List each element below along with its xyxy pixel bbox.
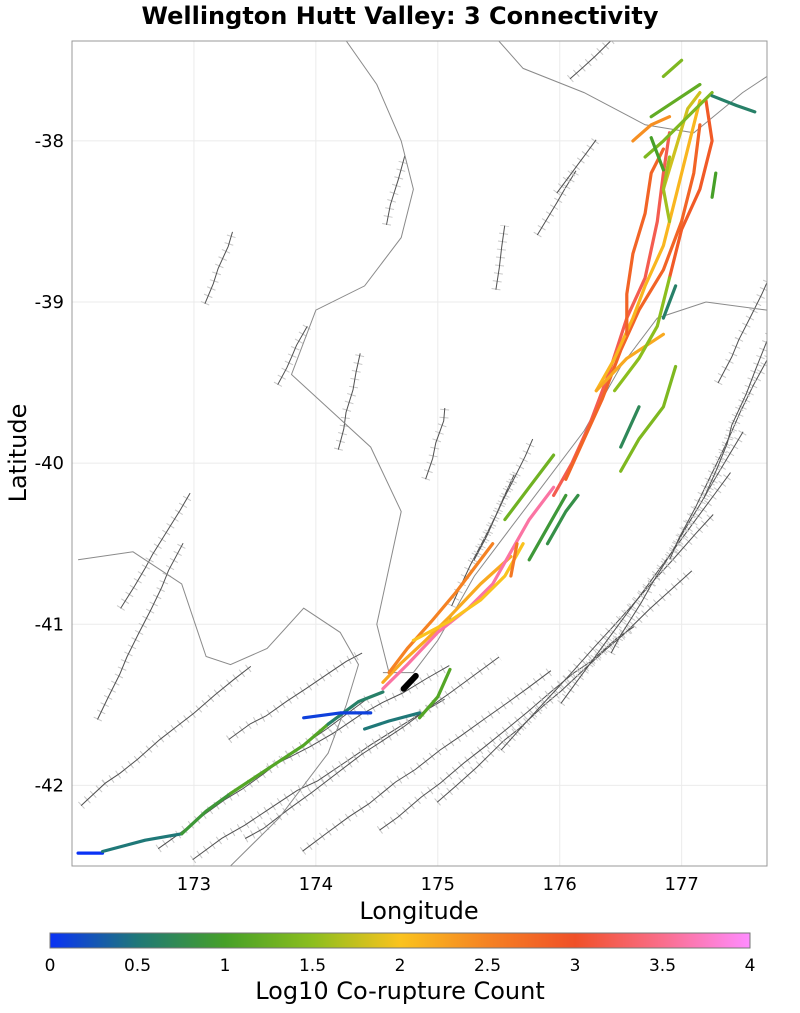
fault-trace	[569, 41, 612, 80]
fault-trace	[337, 353, 361, 450]
colorbar-tick-label: 2.5	[474, 956, 501, 976]
rupture-section	[619, 364, 678, 473]
fault-trace	[97, 542, 184, 720]
fault-trace	[80, 666, 252, 806]
colorbar-tick-label: 0	[45, 956, 56, 976]
rupture-section	[545, 493, 580, 546]
colorbar-tick-label: 0.5	[124, 956, 151, 976]
rupture-sections	[76, 58, 757, 855]
coastline-segment	[498, 41, 767, 134]
fault-trace	[228, 652, 363, 740]
rupture-section	[661, 155, 672, 224]
y-tick-label: -39	[35, 292, 64, 313]
fault-trace	[536, 170, 577, 236]
colorbar-tick-label: 1.5	[299, 956, 326, 976]
coastline-segment	[382, 301, 767, 674]
rupture-section	[710, 94, 757, 114]
chart-title: Wellington Hutt Valley: 3 Connectivity	[141, 2, 658, 30]
x-tick-label: 176	[543, 874, 577, 895]
rupture-section	[625, 147, 665, 336]
fault-subsection-outline	[226, 649, 365, 744]
rupture-section	[619, 405, 641, 449]
colorbar-ticks: 0 0.5 1 1.5 2 2.5 3 3.5 4	[45, 956, 756, 976]
y-tick-label: -42	[35, 775, 64, 796]
colorbar-label: Log10 Co-rupture Count	[255, 977, 545, 1005]
fault-trace	[556, 139, 597, 194]
fault-trace	[500, 514, 714, 751]
x-tick-label: 173	[177, 874, 211, 895]
rupture-section	[381, 555, 513, 684]
colorbar-tick-label: 1	[220, 956, 231, 976]
plot-frame	[71, 40, 768, 867]
rupture-section	[387, 542, 495, 675]
rupture-section	[613, 276, 672, 393]
rupture-section	[326, 690, 385, 726]
x-tick-label: 174	[299, 874, 333, 895]
rupture-section	[661, 91, 702, 191]
rupture-section	[302, 711, 373, 720]
y-axis-ticks: -38 -39 -40 -41 -42	[35, 131, 64, 797]
rupture-section	[594, 332, 665, 393]
y-tick-label: -40	[35, 453, 64, 474]
rupture-section	[552, 131, 672, 497]
fault-subsection-outline	[78, 662, 254, 809]
colorbar-tick-label: 3.5	[649, 956, 676, 976]
rupture-section	[710, 171, 718, 199]
rupture-section	[667, 99, 714, 280]
fault-trace	[204, 231, 233, 304]
fault-trace	[120, 492, 191, 609]
colorbar-tick-label: 3	[570, 956, 581, 976]
colorbar	[49, 932, 751, 949]
rupture-section	[649, 82, 702, 119]
rupture-section	[411, 542, 525, 642]
rupture-section	[594, 99, 702, 393]
rupture-section	[661, 58, 684, 78]
x-tick-label: 175	[421, 874, 455, 895]
fault-trace	[192, 698, 445, 861]
fault-trace	[386, 155, 406, 225]
coastline-segment	[290, 41, 414, 673]
fault-subsection-outline	[190, 695, 447, 864]
rupture-section	[661, 284, 678, 320]
fault-trace	[379, 626, 635, 831]
fault-trace	[244, 656, 500, 839]
rupture-section	[228, 722, 330, 796]
rupture-section	[527, 493, 568, 562]
rupture-section	[509, 542, 519, 578]
rupture-section	[503, 453, 556, 522]
y-axis-label: Latitude	[4, 404, 32, 503]
rupture-section	[631, 115, 672, 143]
fault-trace	[703, 339, 767, 499]
grid-lines	[72, 41, 767, 866]
x-axis-label: Longitude	[359, 897, 478, 925]
fault-trace	[268, 665, 450, 768]
y-tick-label: -41	[35, 614, 64, 635]
fault-trace	[560, 472, 731, 704]
rupture-section	[417, 667, 452, 720]
fault-trace	[717, 281, 767, 384]
rupture-section	[381, 485, 556, 691]
rupture-section	[564, 123, 702, 481]
fault-trace	[302, 670, 552, 852]
rupture-section	[400, 672, 419, 692]
fault-trace	[277, 325, 308, 385]
colorbar-tick-label: 4	[745, 956, 756, 976]
fault-trace	[436, 570, 693, 803]
rupture-section	[100, 832, 184, 854]
x-tick-label: 177	[664, 874, 698, 895]
fault-trace	[669, 359, 767, 560]
coastline-segment	[78, 551, 360, 866]
coastline	[78, 41, 767, 866]
colorbar-tick-label: 2	[395, 956, 406, 976]
fault-trace	[495, 225, 506, 290]
fault-trace	[473, 438, 534, 561]
rupture-section	[363, 711, 422, 731]
rupture-section	[180, 791, 233, 836]
rupture-section	[649, 136, 665, 172]
x-axis-ticks: 173 174 175 176 177	[177, 874, 699, 895]
y-tick-label: -38	[35, 131, 64, 152]
fault-trace	[425, 407, 446, 480]
